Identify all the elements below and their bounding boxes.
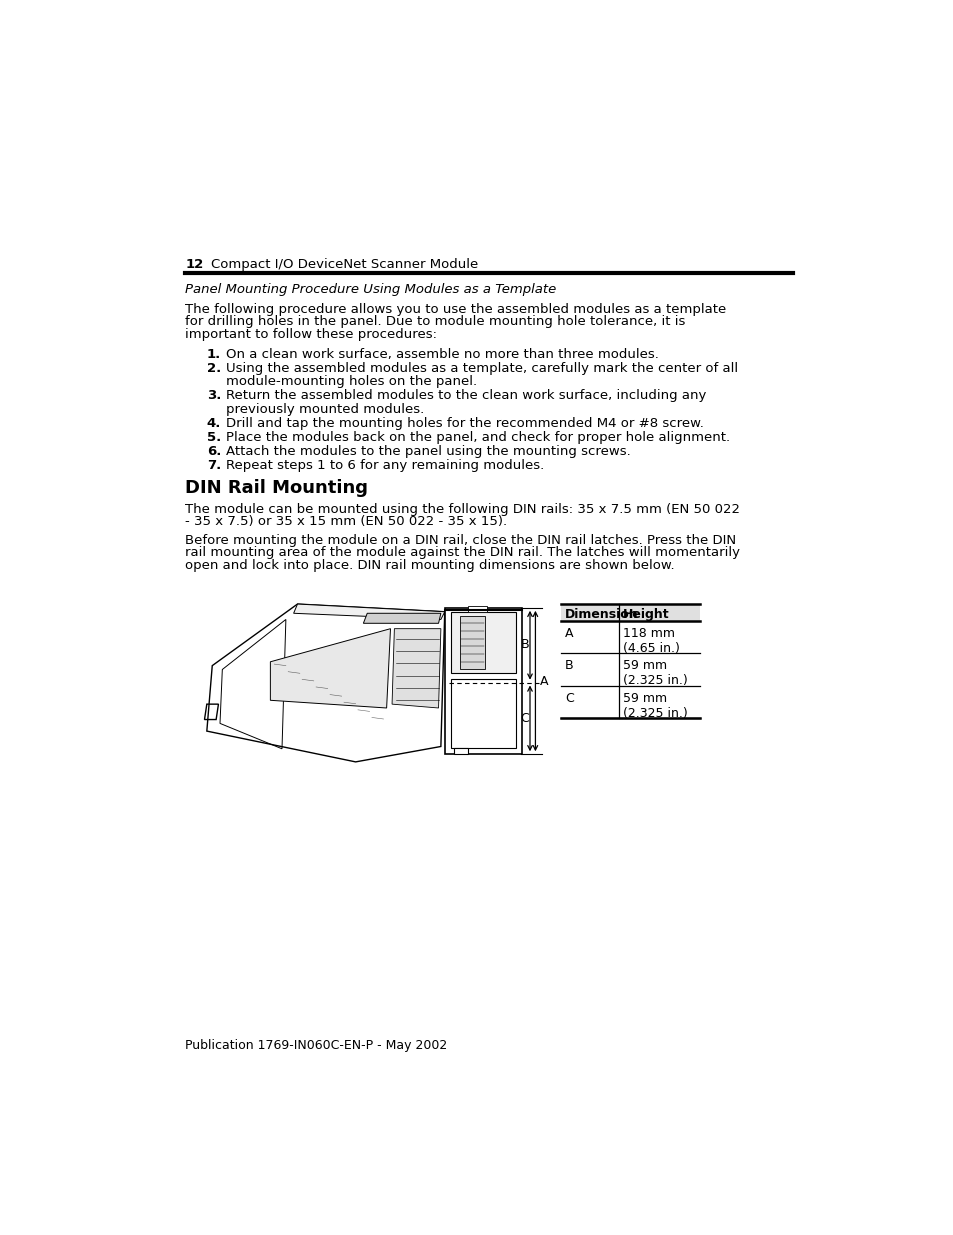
Text: 4.: 4. <box>207 417 221 430</box>
Bar <box>444 608 521 755</box>
Polygon shape <box>294 604 444 620</box>
Text: module-mounting holes on the panel.: module-mounting holes on the panel. <box>226 375 476 388</box>
Text: Panel Mounting Procedure Using Modules as a Template: Panel Mounting Procedure Using Modules a… <box>185 283 556 296</box>
Text: A: A <box>539 674 548 688</box>
Bar <box>451 679 516 748</box>
Text: On a clean work surface, assemble no more than three modules.: On a clean work surface, assemble no mor… <box>226 347 659 361</box>
Text: previously mounted modules.: previously mounted modules. <box>226 403 424 416</box>
Text: Dimension: Dimension <box>564 608 638 621</box>
Bar <box>454 748 468 755</box>
Text: Drill and tap the mounting holes for the recommended M4 or #8 screw.: Drill and tap the mounting holes for the… <box>226 417 703 430</box>
Bar <box>468 605 487 611</box>
Text: Publication 1769-IN060C-EN-P - May 2002: Publication 1769-IN060C-EN-P - May 2002 <box>185 1039 447 1052</box>
Text: C: C <box>520 711 529 725</box>
Text: Height: Height <box>622 608 669 621</box>
Text: Place the modules back on the panel, and check for proper hole alignment.: Place the modules back on the panel, and… <box>226 431 730 443</box>
Text: - 35 x 7.5) or 35 x 15 mm (EN 50 022 - 35 x 15).: - 35 x 7.5) or 35 x 15 mm (EN 50 022 - 3… <box>185 515 507 529</box>
Text: open and lock into place. DIN rail mounting dimensions are shown below.: open and lock into place. DIN rail mount… <box>185 558 674 572</box>
Bar <box>459 615 484 669</box>
Text: Compact I/O DeviceNet Scanner Module: Compact I/O DeviceNet Scanner Module <box>212 258 478 270</box>
Text: 118 mm
(4.65 in.): 118 mm (4.65 in.) <box>622 627 679 655</box>
Text: Using the assembled modules as a template, carefully mark the center of all: Using the assembled modules as a templat… <box>226 362 738 374</box>
Text: 59 mm
(2.325 in.): 59 mm (2.325 in.) <box>622 692 687 720</box>
Text: 6.: 6. <box>207 445 221 458</box>
Text: Return the assembled modules to the clean work surface, including any: Return the assembled modules to the clea… <box>226 389 706 403</box>
Text: rail mounting area of the module against the DIN rail. The latches will momentar: rail mounting area of the module against… <box>185 546 740 559</box>
Text: important to follow these procedures:: important to follow these procedures: <box>185 327 436 341</box>
Text: C: C <box>564 692 573 705</box>
Text: Before mounting the module on a DIN rail, close the DIN rail latches. Press the : Before mounting the module on a DIN rail… <box>185 534 736 547</box>
Text: 12: 12 <box>185 258 203 270</box>
Text: DIN Rail Mounting: DIN Rail Mounting <box>185 479 368 498</box>
Text: Repeat steps 1 to 6 for any remaining modules.: Repeat steps 1 to 6 for any remaining mo… <box>226 458 544 472</box>
Polygon shape <box>392 629 440 708</box>
Polygon shape <box>270 629 390 708</box>
Text: The following procedure allows you to use the assembled modules as a template: The following procedure allows you to us… <box>185 303 725 316</box>
Text: Attach the modules to the panel using the mounting screws.: Attach the modules to the panel using th… <box>226 445 630 458</box>
Polygon shape <box>363 614 440 624</box>
Text: 7.: 7. <box>207 458 221 472</box>
Text: 5.: 5. <box>207 431 221 443</box>
Text: for drilling holes in the panel. Due to module mounting hole tolerance, it is: for drilling holes in the panel. Due to … <box>185 315 685 329</box>
Text: 1.: 1. <box>207 347 221 361</box>
Text: B: B <box>520 638 529 651</box>
Bar <box>451 611 516 673</box>
Text: B: B <box>564 659 573 673</box>
Text: 59 mm
(2.325 in.): 59 mm (2.325 in.) <box>622 659 687 688</box>
Bar <box>560 604 700 621</box>
Text: 3.: 3. <box>207 389 221 403</box>
Text: The module can be mounted using the following DIN rails: 35 x 7.5 mm (EN 50 022: The module can be mounted using the foll… <box>185 503 740 516</box>
Text: A: A <box>564 627 573 640</box>
Text: 2.: 2. <box>207 362 221 374</box>
